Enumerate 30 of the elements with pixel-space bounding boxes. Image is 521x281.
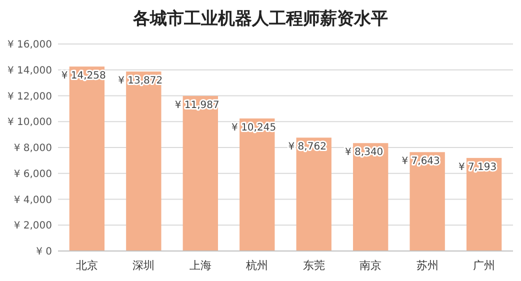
data-label: ¥ 7,643: [402, 156, 440, 168]
bar: [240, 118, 275, 251]
x-tick-label: 东莞: [302, 259, 325, 272]
x-tick-label: 北京: [76, 259, 98, 272]
bar: [69, 66, 105, 251]
y-tick-label: ¥ 14,000: [7, 65, 52, 76]
x-tick-label: 广州: [473, 259, 496, 272]
x-tick-label: 杭州: [245, 259, 268, 272]
y-tick-label: ¥ 12,000: [7, 91, 52, 102]
bar: [466, 158, 502, 251]
bar: [296, 138, 332, 251]
data-label: ¥ 8,340: [345, 147, 384, 158]
x-tick-label: 上海: [189, 259, 212, 272]
bar: [353, 143, 388, 251]
x-tick-label: 深圳: [132, 259, 155, 272]
bar: [126, 72, 162, 251]
bar: [182, 96, 218, 251]
bar: [410, 152, 445, 251]
y-tick-label: ¥ 8,000: [14, 143, 52, 154]
data-label: ¥ 8,762: [288, 142, 326, 153]
y-tick-label: ¥ 10,000: [7, 117, 52, 128]
y-tick-label: ¥ 6,000: [14, 168, 52, 180]
y-tick-label: ¥ 2,000: [14, 220, 52, 232]
chart-title: 各城市工业机器人工程师薪资水平: [132, 9, 388, 29]
y-tick-label: ¥ 16,000: [7, 40, 52, 50]
y-tick-label: ¥ 4,000: [14, 194, 52, 206]
x-tick-label: 苏州: [416, 259, 438, 272]
x-tick-label: 南京: [360, 259, 382, 272]
data-label: ¥ 7,193: [458, 162, 497, 173]
y-tick-label: ¥ 0: [36, 246, 52, 258]
